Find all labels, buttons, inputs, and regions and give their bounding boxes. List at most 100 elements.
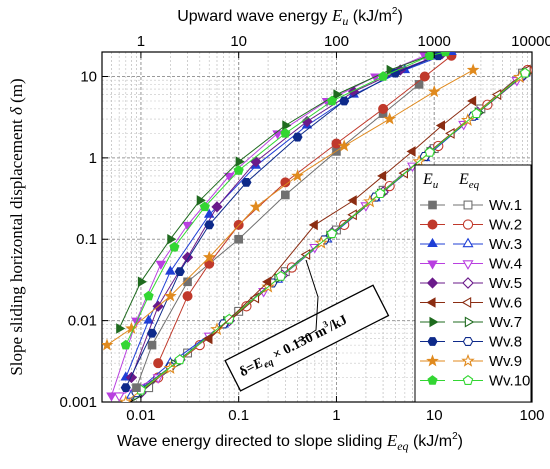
legend-label: Wv.10 <box>489 373 530 390</box>
data-point <box>169 241 180 252</box>
legend-item: Wv.6 <box>420 295 522 312</box>
data-point <box>292 132 303 142</box>
series-line <box>125 52 446 346</box>
data-point <box>174 354 186 365</box>
data-point <box>281 190 290 200</box>
x-top-tick-label: 1000 <box>418 33 451 50</box>
data-point <box>282 120 292 131</box>
x-bottom-tick-label: 0.01 <box>126 407 155 424</box>
series-line <box>135 84 420 388</box>
data-point <box>326 95 338 106</box>
legend-marker-eu <box>426 354 439 367</box>
x-bottom-axis-title: Wave energy directed to slope sliding Ee… <box>117 431 463 453</box>
legend-label: Wv.7 <box>489 314 522 331</box>
legend-item: Wv.1 <box>420 197 522 214</box>
data-point <box>466 63 480 76</box>
data-point <box>120 383 131 393</box>
y-tick-label: 10 <box>80 68 97 85</box>
data-point <box>419 71 430 82</box>
data-point <box>202 250 216 263</box>
y-tick-label: 0.1 <box>76 231 97 248</box>
x-bottom-tick-label: 100 <box>519 407 544 424</box>
legend-label: Wv.8 <box>489 334 522 351</box>
legend-label: Wv.6 <box>489 295 522 312</box>
legend-item: Wv.9 <box>420 353 522 370</box>
data-point <box>333 89 343 100</box>
legend-header-eu: Eu <box>422 171 439 191</box>
data-point <box>280 177 291 188</box>
data-point <box>106 392 117 402</box>
data-point <box>146 328 158 338</box>
series-wv8-eu <box>120 52 444 393</box>
plot-border <box>101 51 533 403</box>
legend-marker-eq <box>464 316 475 328</box>
legend-item: Wv.3 <box>420 236 522 253</box>
data-point <box>378 103 389 114</box>
data-point <box>467 95 477 107</box>
data-point <box>183 277 192 287</box>
fit-label-box: δ=Eeq × 0.130 m3/kJ <box>224 284 390 392</box>
data-point <box>119 394 133 402</box>
x-bottom-tick-label: 0.1 <box>228 407 249 424</box>
data-point <box>275 270 287 281</box>
legend-marker-eq <box>462 374 474 385</box>
data-point <box>241 177 252 187</box>
legend-label: Wv.9 <box>489 353 522 370</box>
data-point <box>199 201 210 212</box>
series-wv9-eu <box>102 63 480 351</box>
data-point <box>331 138 342 149</box>
data-point <box>204 220 215 230</box>
data-point <box>125 371 138 384</box>
data-point <box>347 195 357 206</box>
legend-item: Wv.4 <box>420 256 522 273</box>
legend: Eu Eeq Wv.1 Wv.2 Wv.3 Wv.4 Wv.5 Wv.6 Wv.7 Wv.8 Wv.… <box>414 164 532 403</box>
legend-marker-eu <box>426 297 436 308</box>
fit-label-pointer <box>295 259 319 344</box>
data-point <box>233 165 244 175</box>
data-point <box>203 333 213 344</box>
y-tick-label: 0.001 <box>59 394 97 411</box>
data-point <box>153 358 164 369</box>
legend-item: Wv.2 <box>420 217 522 234</box>
legend-marker-eu <box>427 260 438 270</box>
legend-item: Wv.8 <box>420 334 522 351</box>
legend-marker-eu <box>428 200 437 210</box>
data-point <box>424 146 435 157</box>
y-tick-label: 0.01 <box>68 313 97 330</box>
data-point <box>377 170 387 182</box>
data-point <box>406 146 416 157</box>
legend-marker-eq <box>462 260 474 270</box>
data-point <box>163 289 177 302</box>
data-point <box>113 392 125 402</box>
data-point <box>196 195 206 206</box>
data-point <box>337 139 351 152</box>
x-top-axis-title: Upward wave energy Eu (kJ/m2) <box>177 6 403 28</box>
data-point <box>116 323 126 334</box>
data-point <box>223 172 235 183</box>
data-point <box>147 340 157 350</box>
legend-marker-eq <box>463 200 473 210</box>
data-point <box>280 128 291 138</box>
legend-label: Wv.2 <box>489 217 522 234</box>
data-point <box>211 201 223 213</box>
legend-header-eq: Eeq <box>458 171 480 191</box>
legend-marker-eq <box>462 277 474 289</box>
data-point <box>234 234 243 244</box>
x-bottom-tick-label: 10 <box>426 407 443 424</box>
data-point <box>326 228 338 239</box>
data-point <box>137 276 147 288</box>
data-point <box>460 113 475 126</box>
legend-label: Wv.5 <box>489 275 522 292</box>
x-top-tick-label: 1 <box>137 33 145 50</box>
data-point <box>182 291 193 302</box>
x-top-tick-label: 100 <box>324 33 349 50</box>
data-point <box>300 248 311 261</box>
legend-marker-eq <box>462 336 474 347</box>
data-point <box>374 188 386 199</box>
x-bottom-tick-label: 1 <box>332 407 340 424</box>
data-point <box>262 276 272 288</box>
series-wv6-eu <box>203 95 477 344</box>
legend-item: Wv.7 <box>420 314 522 331</box>
plot-frame <box>101 51 533 403</box>
data-point <box>424 52 435 61</box>
